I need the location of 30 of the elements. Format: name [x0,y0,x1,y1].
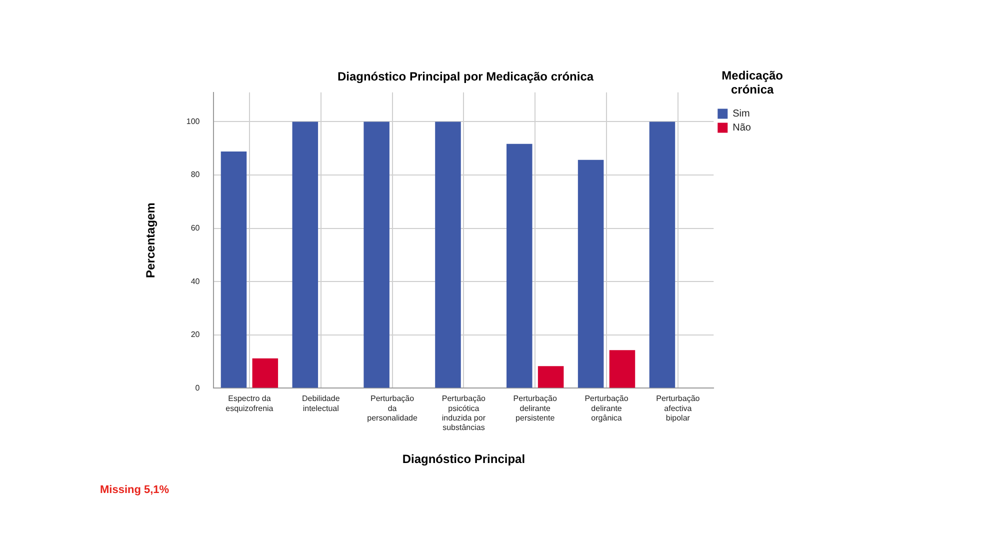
y-tick-label: 80 [190,170,200,180]
bar [252,358,278,388]
x-tick-label: Perturbação delirante orgânica [584,394,629,422]
chart-title: Diagnóstico Principal por Medicação crónica [337,70,594,84]
bar [435,122,461,388]
x-tick-label: Perturbação delirante persistente [513,394,558,422]
x-tick-label: Perturbação da personalidade [367,394,418,422]
x-tick-label: Debilidade intelectual [302,394,340,413]
x-tick-label: Perturbação afectiva bipolar [656,394,700,422]
x-tick-label: Perturbação psicótica induzida por substâncias [442,394,486,432]
bar [292,122,318,388]
bar [578,160,604,388]
y-tick-label: 100 [186,116,200,126]
legend-label: Não [732,122,752,134]
y-tick-label: 20 [190,330,200,340]
text: Missing 5,1% [100,484,170,496]
bar [364,122,390,388]
x-axis-title: Diagnóstico Principal [402,452,526,466]
bar [220,152,247,388]
legend-label: Sim [732,108,750,120]
y-axis-title: Percentagem [144,202,158,278]
bar [649,122,676,388]
y-tick-label: 40 [190,276,200,286]
bar [506,144,532,388]
legend-title: Medicação crónica [722,68,783,97]
y-tick-label: 0 [195,383,200,392]
x-tick-label: Espectro da esquizofrenia [226,394,274,413]
y-tick-label: 60 [190,224,200,233]
bar [609,350,636,388]
bar [538,366,564,388]
